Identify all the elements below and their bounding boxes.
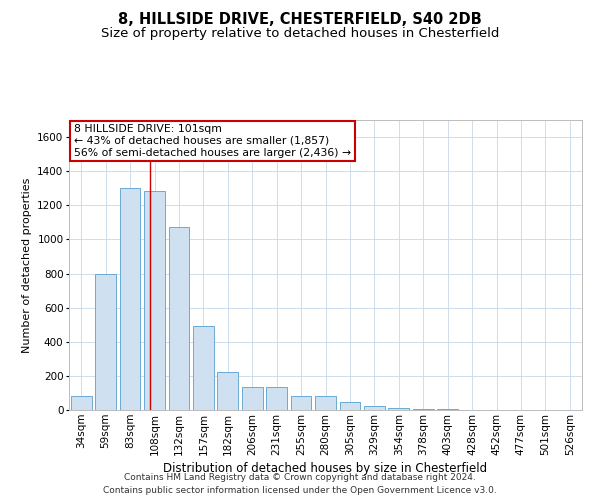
Y-axis label: Number of detached properties: Number of detached properties	[22, 178, 32, 352]
Bar	[413, 409, 434, 410]
Bar	[315, 396, 336, 410]
Bar	[169, 226, 190, 410]
Text: 8, HILLSIDE DRIVE, CHESTERFIELD, S40 2DB: 8, HILLSIDE DRIVE, CHESTERFIELD, S40 2DB	[118, 12, 482, 28]
Bar	[388, 408, 409, 410]
Bar	[119, 188, 140, 410]
Bar	[144, 191, 165, 410]
Bar	[266, 387, 287, 410]
Text: Contains HM Land Registry data © Crown copyright and database right 2024.
Contai: Contains HM Land Registry data © Crown c…	[103, 474, 497, 495]
Bar	[290, 396, 311, 410]
Text: 8 HILLSIDE DRIVE: 101sqm
← 43% of detached houses are smaller (1,857)
56% of sem: 8 HILLSIDE DRIVE: 101sqm ← 43% of detach…	[74, 124, 351, 158]
Bar	[242, 387, 263, 410]
Text: Size of property relative to detached houses in Chesterfield: Size of property relative to detached ho…	[101, 28, 499, 40]
Bar	[217, 372, 238, 410]
Bar	[71, 396, 92, 410]
Bar	[95, 274, 116, 410]
Bar	[364, 406, 385, 410]
Bar	[340, 402, 361, 410]
Bar	[193, 326, 214, 410]
X-axis label: Distribution of detached houses by size in Chesterfield: Distribution of detached houses by size …	[163, 462, 488, 475]
